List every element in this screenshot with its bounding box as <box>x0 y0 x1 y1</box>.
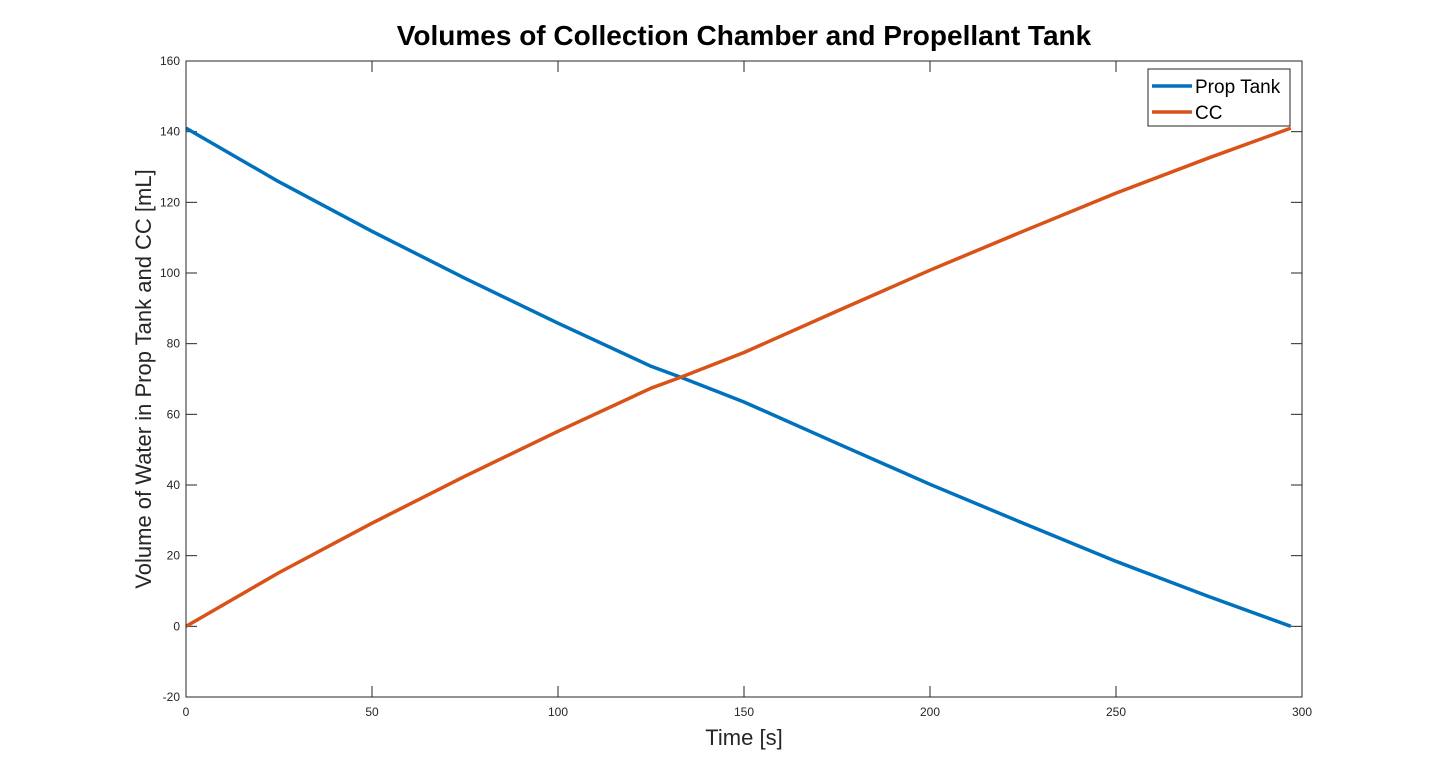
series-layer <box>185 126 1292 628</box>
chart-title: Volumes of Collection Chamber and Propel… <box>397 20 1092 51</box>
legend-box <box>1147 68 1291 127</box>
x-tick-label: 0 <box>183 705 190 719</box>
y-tick-label: 80 <box>167 337 181 351</box>
y-tick-label: 20 <box>167 549 181 563</box>
legend-label-prop-tank: Prop Tank <box>1195 77 1281 98</box>
axes-box <box>185 60 1303 698</box>
x-tick-label: 200 <box>920 705 940 719</box>
series-line-cc <box>185 126 1292 628</box>
y-tick-label: 100 <box>160 266 180 280</box>
y-axis-title: Volume of Water in Prop Tank and CC [mL] <box>131 169 156 588</box>
y-tick-label: 120 <box>160 195 180 209</box>
legend: Prop Tank CC <box>1147 68 1291 127</box>
x-tick-label: 100 <box>548 705 568 719</box>
x-tick-label: 150 <box>734 705 754 719</box>
tick-labels-layer: 0 50 100 150 200 250 300-200204060801001201401… <box>160 54 1312 719</box>
y-tick-label: 60 <box>167 407 181 421</box>
x-axis-title: Time [s] <box>705 725 782 750</box>
x-tick-label: 300 <box>1292 705 1312 719</box>
legend-label-cc: CC <box>1195 103 1222 124</box>
y-tick-label: 160 <box>160 54 180 68</box>
y-tick-label: 140 <box>160 125 180 139</box>
ticks-layer <box>185 60 1303 698</box>
x-tick-label: 50 <box>365 705 379 719</box>
y-tick-label: 0 <box>173 619 180 633</box>
y-tick-label: 40 <box>167 478 181 492</box>
y-tick-label: -20 <box>163 690 181 704</box>
x-tick-label: 250 <box>1106 705 1126 719</box>
series-line-prop-tank <box>185 126 1292 628</box>
